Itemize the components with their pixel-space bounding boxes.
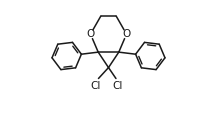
Text: O: O xyxy=(122,29,131,39)
Text: Cl: Cl xyxy=(112,81,123,91)
Text: Cl: Cl xyxy=(90,81,101,91)
Text: O: O xyxy=(86,29,95,39)
